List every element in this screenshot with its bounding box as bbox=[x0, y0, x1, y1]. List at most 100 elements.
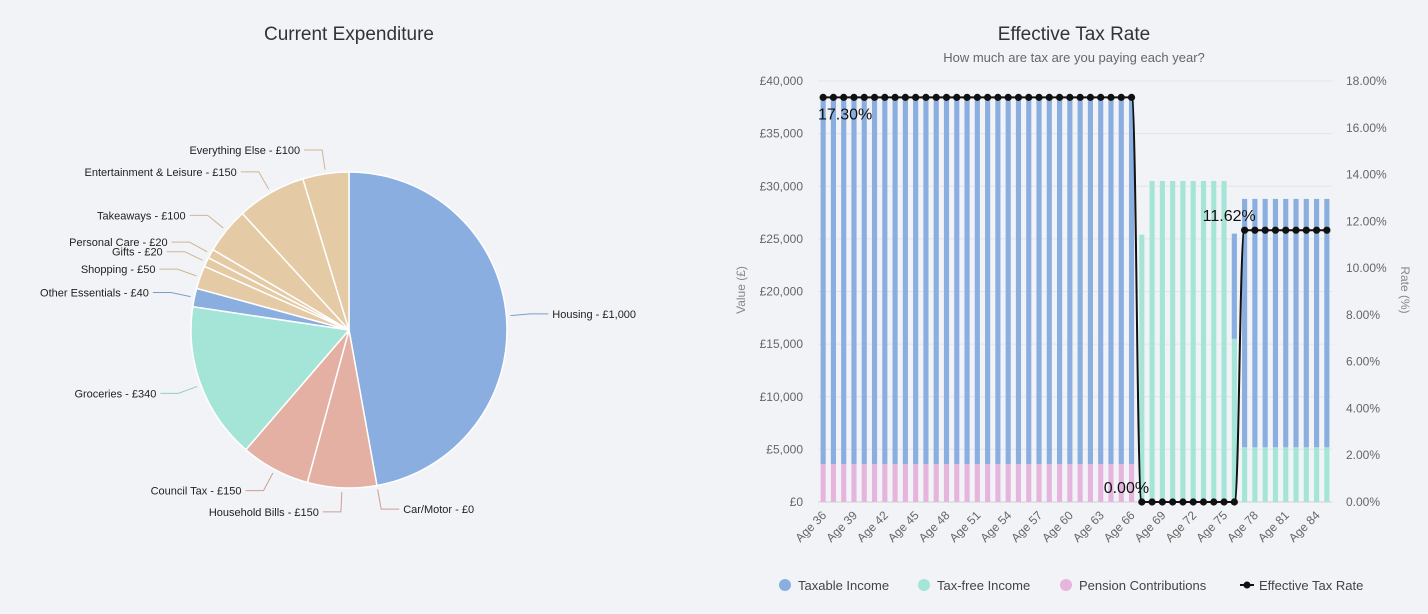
bar-pension-age-53[interactable] bbox=[995, 464, 1001, 502]
bar-taxable-age-55[interactable] bbox=[1015, 97, 1022, 465]
bar-tax-free-age-77[interactable] bbox=[1242, 447, 1248, 502]
bar-taxable-age-76[interactable] bbox=[1231, 233, 1237, 339]
bar-pension-age-65[interactable] bbox=[1118, 464, 1124, 502]
bar-pension-age-41[interactable] bbox=[871, 464, 878, 502]
rate-point-age-47[interactable] bbox=[932, 93, 940, 101]
bar-taxable-age-48[interactable] bbox=[943, 97, 950, 465]
rate-point-age-43[interactable] bbox=[891, 93, 899, 101]
rate-point-age-51[interactable] bbox=[973, 93, 981, 101]
bar-taxable-age-83[interactable] bbox=[1303, 198, 1309, 448]
bar-tax-free-age-74[interactable] bbox=[1211, 180, 1217, 503]
bar-taxable-age-77[interactable] bbox=[1242, 198, 1248, 448]
bar-pension-age-50[interactable] bbox=[964, 464, 970, 502]
bar-taxable-age-49[interactable] bbox=[954, 97, 960, 465]
rate-point-age-38[interactable] bbox=[840, 93, 848, 101]
bar-pension-age-37[interactable] bbox=[830, 464, 836, 502]
rate-point-age-81[interactable] bbox=[1282, 226, 1290, 234]
rate-point-age-69[interactable] bbox=[1158, 498, 1166, 506]
rate-point-age-60[interactable] bbox=[1066, 93, 1074, 101]
rate-point-age-76[interactable] bbox=[1230, 498, 1238, 506]
bar-tax-free-age-67[interactable] bbox=[1139, 234, 1145, 503]
rate-point-age-84[interactable] bbox=[1312, 226, 1321, 234]
bar-taxable-age-39[interactable] bbox=[851, 97, 857, 465]
rate-point-age-55[interactable] bbox=[1014, 93, 1023, 101]
bar-pension-age-36[interactable] bbox=[820, 464, 826, 502]
bar-taxable-age-40[interactable] bbox=[861, 97, 867, 465]
rate-point-age-72[interactable] bbox=[1189, 498, 1197, 506]
bar-pension-age-66[interactable] bbox=[1128, 464, 1135, 502]
bar-pension-age-58[interactable] bbox=[1046, 464, 1052, 502]
bar-taxable-age-46[interactable] bbox=[923, 97, 929, 465]
bar-taxable-age-51[interactable] bbox=[974, 97, 980, 465]
rate-point-age-75[interactable] bbox=[1220, 498, 1228, 506]
rate-point-age-57[interactable] bbox=[1035, 93, 1043, 101]
bar-taxable-age-38[interactable] bbox=[841, 97, 847, 465]
bar-taxable-age-62[interactable] bbox=[1087, 97, 1093, 465]
rate-point-age-66[interactable] bbox=[1127, 93, 1136, 101]
rate-point-age-39[interactable] bbox=[850, 93, 858, 101]
rate-point-age-82[interactable] bbox=[1292, 226, 1300, 234]
rate-point-age-50[interactable] bbox=[963, 93, 971, 101]
bar-taxable-age-79[interactable] bbox=[1262, 198, 1268, 448]
bar-taxable-age-52[interactable] bbox=[985, 97, 991, 465]
rate-point-age-78[interactable] bbox=[1251, 226, 1259, 234]
bar-taxable-age-41[interactable] bbox=[871, 97, 878, 465]
bar-tax-free-age-81[interactable] bbox=[1283, 447, 1289, 502]
rate-point-age-42[interactable] bbox=[881, 93, 889, 101]
rate-point-age-45[interactable] bbox=[912, 93, 920, 101]
rate-point-age-83[interactable] bbox=[1302, 226, 1310, 234]
bar-taxable-age-54[interactable] bbox=[1005, 97, 1011, 465]
bar-taxable-age-58[interactable] bbox=[1046, 97, 1052, 465]
bar-pension-age-55[interactable] bbox=[1015, 464, 1022, 502]
bar-tax-free-age-75[interactable] bbox=[1221, 180, 1227, 503]
rate-point-age-56[interactable] bbox=[1025, 93, 1033, 101]
bar-tax-free-age-68[interactable] bbox=[1149, 180, 1155, 503]
rate-point-age-68[interactable] bbox=[1148, 498, 1156, 506]
bar-taxable-age-61[interactable] bbox=[1077, 97, 1083, 465]
rate-point-age-74[interactable] bbox=[1210, 498, 1218, 506]
rate-point-age-77[interactable] bbox=[1241, 226, 1249, 234]
bar-pension-age-38[interactable] bbox=[841, 464, 847, 502]
bar-pension-age-51[interactable] bbox=[974, 464, 980, 502]
rate-point-age-58[interactable] bbox=[1045, 93, 1053, 101]
bar-pension-age-44[interactable] bbox=[902, 464, 908, 502]
bar-pension-age-46[interactable] bbox=[923, 464, 929, 502]
bar-pension-age-48[interactable] bbox=[943, 464, 950, 502]
bar-taxable-age-64[interactable] bbox=[1108, 97, 1114, 465]
rate-point-age-85[interactable] bbox=[1323, 226, 1331, 234]
bar-tax-free-age-80[interactable] bbox=[1272, 447, 1279, 502]
bar-pension-age-40[interactable] bbox=[861, 464, 867, 502]
rate-point-age-41[interactable] bbox=[870, 93, 879, 101]
rate-point-age-64[interactable] bbox=[1107, 93, 1115, 101]
bar-pension-age-60[interactable] bbox=[1067, 464, 1073, 502]
bar-pension-age-52[interactable] bbox=[985, 464, 991, 502]
rate-point-age-73[interactable] bbox=[1199, 498, 1208, 506]
legend[interactable]: Taxable Income Tax-free Income Pension Con… bbox=[779, 578, 1363, 593]
bar-taxable-age-85[interactable] bbox=[1324, 198, 1330, 448]
bar-pension-age-39[interactable] bbox=[851, 464, 857, 502]
rate-point-age-53[interactable] bbox=[994, 93, 1002, 101]
rate-point-age-59[interactable] bbox=[1055, 93, 1064, 101]
bar-taxable-age-57[interactable] bbox=[1036, 97, 1042, 465]
bar-taxable-age-65[interactable] bbox=[1118, 97, 1124, 465]
rate-point-age-46[interactable] bbox=[922, 93, 930, 101]
rate-point-age-79[interactable] bbox=[1261, 226, 1269, 234]
legend-item-taxable-income[interactable]: Taxable Income bbox=[779, 578, 889, 593]
pie-slice-groceries[interactable] bbox=[190, 305, 351, 451]
rate-point-age-49[interactable] bbox=[953, 93, 961, 101]
rate-point-age-63[interactable] bbox=[1097, 93, 1105, 101]
rate-point-age-62[interactable] bbox=[1086, 93, 1095, 101]
pie-slice-everything-else[interactable] bbox=[301, 171, 350, 331]
bar-tax-free-age-70[interactable] bbox=[1170, 180, 1176, 503]
pie-slice-housing[interactable] bbox=[348, 171, 508, 487]
bar-taxable-age-37[interactable] bbox=[830, 97, 836, 465]
bar-pension-age-49[interactable] bbox=[954, 464, 960, 502]
bar-pension-age-59[interactable] bbox=[1057, 464, 1063, 502]
bar-pension-age-57[interactable] bbox=[1036, 464, 1042, 502]
bar-taxable-age-36[interactable] bbox=[820, 97, 826, 465]
bar-taxable-age-53[interactable] bbox=[995, 97, 1001, 465]
bar-taxable-age-78[interactable] bbox=[1252, 198, 1258, 448]
bar-taxable-age-50[interactable] bbox=[964, 97, 970, 465]
bar-tax-free-age-82[interactable] bbox=[1293, 447, 1299, 502]
bar-taxable-age-59[interactable] bbox=[1057, 97, 1063, 465]
